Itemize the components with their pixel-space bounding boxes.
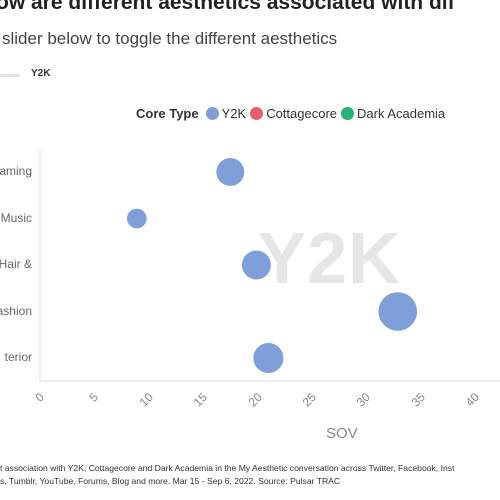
footnote-line-2: s, Tumblr, YouTube, Forums, Blog and mor… xyxy=(0,476,341,486)
footnote: t association with Y2K, Cottagecore and … xyxy=(0,462,500,488)
legend-label-cottagecore: Cottagecore xyxy=(266,105,338,121)
watermark-label: Y2K xyxy=(258,219,402,299)
y-category-label: & Hair xyxy=(0,257,32,271)
aesthetic-slider[interactable]: Y2K xyxy=(0,66,60,86)
chart-subtitle: slider below to toggle the different aes… xyxy=(2,29,338,48)
y-category-label: aming xyxy=(0,164,32,178)
legend-swatch-cottagecore xyxy=(250,106,264,120)
legend-swatch-dark-academia xyxy=(341,106,355,120)
x-axis-title: SOV xyxy=(326,425,358,442)
data-point-2[interactable] xyxy=(126,208,147,229)
legend: Core Type Y2K Cottagecore Dark Academia xyxy=(136,103,449,123)
legend-item-y2k[interactable]: Y2K xyxy=(205,105,247,121)
y-category-label: Music xyxy=(0,210,32,225)
chart-title: ow are different aesthetics associated w… xyxy=(0,0,455,14)
slider-track[interactable] xyxy=(0,74,20,77)
slider-selected-label: Y2K xyxy=(31,68,51,79)
y-category-label: ashion xyxy=(0,303,32,318)
legend-label-y2k: Y2K xyxy=(221,105,247,121)
points-layer xyxy=(126,158,418,374)
y-category-label: terior xyxy=(4,350,32,364)
data-point-3[interactable] xyxy=(241,250,271,280)
data-point-5[interactable] xyxy=(253,342,284,374)
legend-swatch-y2k xyxy=(205,106,219,120)
data-point-4[interactable] xyxy=(378,292,418,331)
footnote-line-1: t association with Y2K, Cottagecore and … xyxy=(0,463,455,473)
legend-item-cottagecore[interactable]: Cottagecore xyxy=(250,106,337,121)
legend-title: Core Type xyxy=(136,105,199,121)
legend-item-dark-academia[interactable]: Dark Academia xyxy=(341,106,445,121)
legend-label-dark-academia: Dark Academia xyxy=(357,105,446,121)
data-point-1[interactable] xyxy=(216,158,245,186)
